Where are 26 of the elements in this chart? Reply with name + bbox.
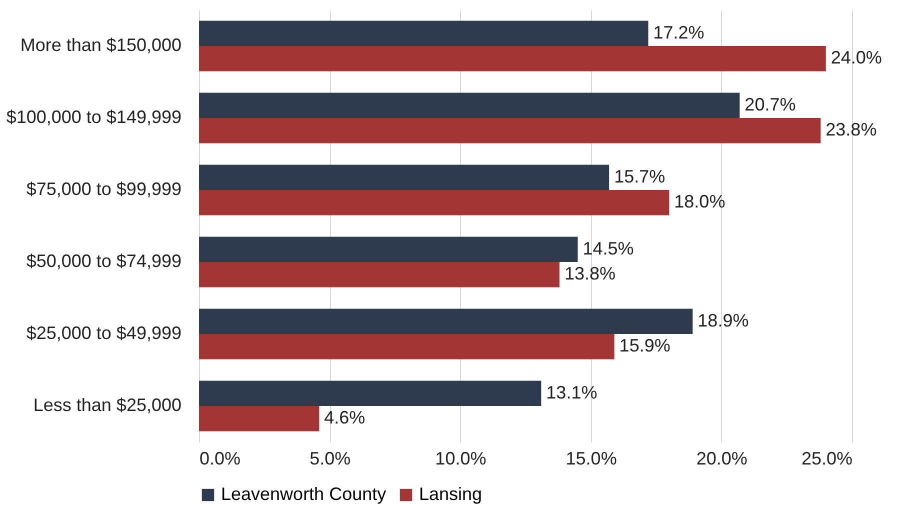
x-tick-label: 0.0% — [200, 448, 241, 468]
data-label: 15.9% — [619, 336, 670, 356]
x-tick-label: 25.0% — [801, 448, 852, 468]
y-tick-label: $50,000 to $74,999 — [26, 251, 182, 271]
data-label: 13.1% — [546, 382, 598, 402]
data-label: 14.5% — [582, 238, 634, 258]
data-label: 15.7% — [614, 166, 666, 186]
legend-label: Leavenworth County — [221, 484, 386, 504]
y-tick-label: $25,000 to $49,999 — [26, 323, 182, 343]
data-label: 4.6% — [324, 408, 366, 428]
y-tick-label: $100,000 to $149,999 — [6, 107, 182, 127]
x-tick-label: 15.0% — [566, 448, 617, 468]
y-tick-label: More than $150,000 — [20, 35, 182, 55]
data-label: 18.0% — [674, 192, 726, 212]
data-label: 24.0% — [830, 48, 882, 68]
data-label: 18.9% — [698, 310, 749, 330]
x-tick-label: 10.0% — [435, 448, 486, 468]
data-label: 13.8% — [564, 264, 616, 284]
data-label: 20.7% — [744, 94, 796, 114]
data-label: 17.2% — [653, 22, 704, 42]
y-tick-label: Less than $25,000 — [33, 395, 182, 415]
y-tick-label: $75,000 to $99,999 — [26, 179, 182, 199]
x-tick-label: 20.0% — [696, 448, 748, 468]
legend-label: Lansing — [419, 484, 482, 504]
x-tick-label: 5.0% — [310, 448, 351, 468]
data-label: 23.8% — [826, 120, 877, 140]
